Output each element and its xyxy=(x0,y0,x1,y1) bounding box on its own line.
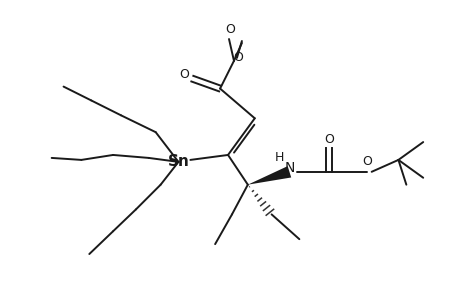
Polygon shape xyxy=(247,166,291,185)
Text: O: O xyxy=(232,51,242,64)
Text: Sn: Sn xyxy=(167,154,189,169)
Text: H: H xyxy=(274,152,284,164)
Text: O: O xyxy=(324,133,333,146)
Text: O: O xyxy=(224,22,235,36)
Text: N: N xyxy=(284,161,294,175)
Text: O: O xyxy=(179,68,189,81)
Text: O: O xyxy=(361,155,371,168)
